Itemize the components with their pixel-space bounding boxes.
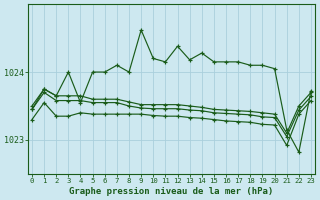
X-axis label: Graphe pression niveau de la mer (hPa): Graphe pression niveau de la mer (hPa) bbox=[69, 187, 274, 196]
